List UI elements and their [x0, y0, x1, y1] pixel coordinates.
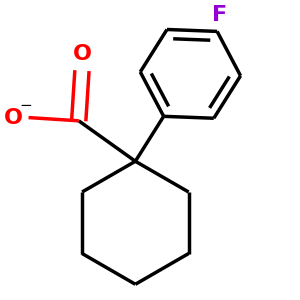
Text: −: −	[19, 98, 32, 113]
Text: F: F	[212, 4, 227, 25]
Text: O: O	[73, 44, 92, 64]
Text: O: O	[4, 108, 22, 127]
